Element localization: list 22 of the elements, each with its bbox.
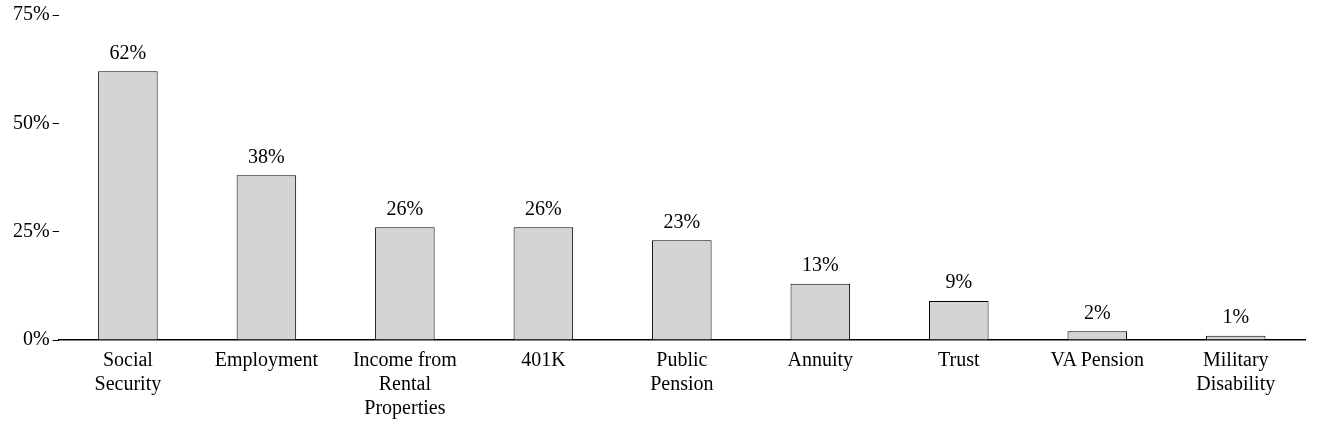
data-label: 38% xyxy=(248,144,285,167)
x-tick-label: 401K xyxy=(521,348,567,371)
x-tick-label: Employment xyxy=(214,348,319,372)
data-label: 26% xyxy=(525,196,562,219)
y-tick-label: 50% xyxy=(12,110,50,133)
x-tick-label: Trust xyxy=(938,348,980,371)
data-label: 2% xyxy=(1083,300,1111,323)
x-tick-label: Military Disability xyxy=(1196,348,1276,396)
data-label: 9% xyxy=(945,270,973,293)
x-tick-label: Annuity xyxy=(787,348,854,372)
data-label: 26% xyxy=(386,196,424,219)
data-label: 62% xyxy=(109,40,147,63)
x-tick-label: Public Pension xyxy=(650,348,714,395)
x-tick-label: Income from Rental Properties xyxy=(352,348,458,420)
data-label: 23% xyxy=(663,209,701,232)
data-label: 13% xyxy=(801,252,839,275)
y-tick-label: 0% xyxy=(22,327,50,350)
x-tick-label: VA Pension xyxy=(1050,348,1145,371)
y-tick-label: 25% xyxy=(12,218,50,241)
y-tick-label: 75% xyxy=(12,2,50,25)
x-tick-label: Social Security xyxy=(94,348,162,396)
data-label: 1% xyxy=(1222,304,1250,327)
